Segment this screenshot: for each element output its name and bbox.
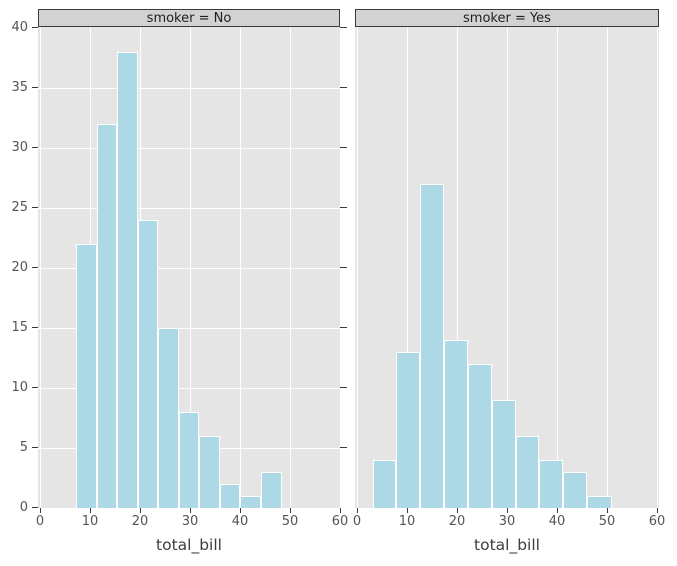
y-axis-right-tick [340,147,347,148]
x-axis-tick [289,508,291,513]
x-axis-tick [139,508,141,513]
histogram-bar [539,460,564,508]
histogram-bar [491,400,516,508]
y-axis-tick [32,207,38,208]
y-axis-right-tick [340,207,347,208]
y-axis-right-tick [340,447,347,448]
gridline-vertical [656,27,658,508]
x-axis-label: total_bill [474,536,540,554]
gridline-vertical [506,27,508,508]
histogram-bar [158,328,179,508]
x-axis-tick [239,508,241,513]
y-tick-label: 5 [19,440,28,455]
x-axis-tick [406,508,408,513]
x-axis-tick [339,508,341,513]
y-axis-tick [32,147,38,148]
x-tick-label: 30 [498,514,516,529]
y-tick-label: 40 [11,20,28,35]
y-axis-tick [32,507,38,508]
x-tick-label: 0 [35,514,45,529]
histogram-bar [563,472,588,508]
plot-area-smoker-no [38,27,341,508]
x-tick-label: 10 [81,514,99,529]
histogram-bar [137,220,159,508]
y-tick-label: 35 [11,80,28,95]
histogram-bar [420,184,445,508]
gridline-horizontal [38,87,340,89]
x-tick-label: 40 [231,514,249,529]
gridline-horizontal [38,147,340,149]
gridline-vertical [406,27,408,508]
y-axis-tick [32,387,38,388]
y-axis-right-tick [340,387,347,388]
x-tick-label: 60 [648,514,666,529]
x-axis-tick [89,508,91,513]
y-tick-label: 15 [11,320,28,335]
y-axis-tick [32,447,38,448]
histogram-bar [199,436,220,508]
histogram-bar [587,496,612,508]
y-axis-tick [32,267,38,268]
x-tick-label: 40 [548,514,566,529]
y-axis-right-tick [340,87,347,88]
x-axis-tick [189,508,191,513]
y-axis-right-tick [340,327,347,328]
gridline-vertical [556,27,558,508]
x-axis-tick [506,508,508,513]
y-tick-label: 25 [11,200,28,215]
histogram-bar [76,244,97,508]
y-axis-right-tick [340,267,347,268]
histogram-bar [240,496,261,508]
x-axis-tick [356,508,358,513]
histogram-bar [260,472,283,508]
y-tick-label: 20 [11,260,28,275]
x-axis-tick [456,508,458,513]
histogram-bar [444,340,468,508]
gridline-vertical [606,27,608,508]
x-tick-label: 60 [331,514,349,529]
x-tick-label: 0 [352,514,362,529]
histogram-bar [178,412,200,508]
y-tick-label: 30 [11,140,28,155]
y-tick-label: 10 [11,380,28,395]
x-axis-tick [39,508,41,513]
gridline-vertical [456,27,458,508]
x-tick-label: 50 [598,514,616,529]
x-tick-label: 20 [131,514,149,529]
gridline-horizontal [38,267,340,269]
gridline-horizontal [38,207,340,209]
x-axis-tick [556,508,558,513]
gridline-vertical [356,27,358,508]
x-tick-label: 20 [448,514,466,529]
gridline-horizontal [38,327,340,329]
y-axis-tick [32,327,38,328]
histogram-bar [96,124,118,508]
y-tick-label: 0 [19,500,28,515]
histogram-bar [372,460,397,508]
histogram-bar [515,436,540,508]
x-axis-tick [606,508,608,513]
y-axis-tick [32,27,38,28]
x-tick-label: 10 [398,514,416,529]
plot-area-smoker-yes [355,27,659,508]
y-axis-tick [32,87,38,88]
facet-title-strip: smoker = Yes [355,9,659,27]
x-tick-label: 50 [281,514,299,529]
x-axis-tick [656,508,658,513]
x-tick-label: 30 [181,514,199,529]
histogram-bar [117,52,138,508]
gridline-horizontal [38,387,340,389]
facet-title-strip: smoker = No [38,9,340,27]
histogram-bar [219,484,241,508]
x-axis-label: total_bill [156,536,222,554]
y-axis-right-tick [340,27,347,28]
histogram-bar [396,352,421,508]
histogram-bar [467,364,492,508]
